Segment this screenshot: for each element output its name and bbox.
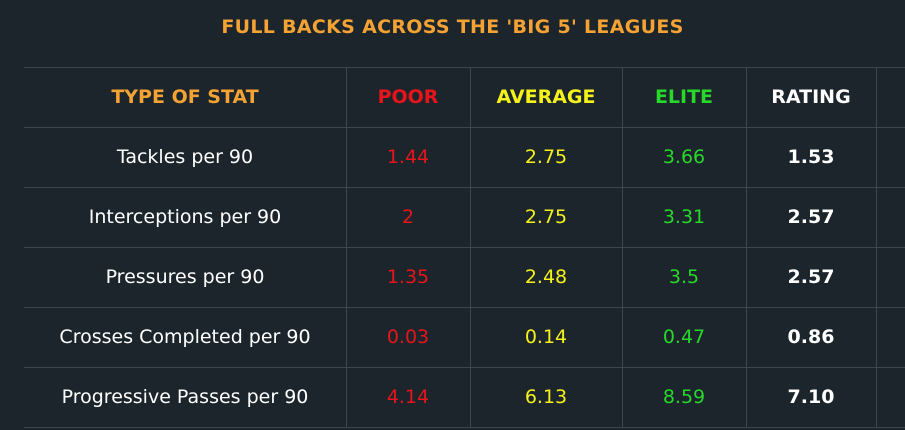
grid-line — [876, 67, 877, 428]
rating-value: 1.53 — [787, 146, 835, 168]
average-value: 2.75 — [524, 206, 568, 228]
poor-value: 4.14 — [386, 386, 430, 408]
grid-line — [622, 67, 623, 428]
header-row: TYPE OF STAT POOR AVERAGE ELITE RATING — [24, 67, 905, 127]
table-row: Tackles per 90 1.44 2.75 3.66 1.53 — [24, 127, 905, 187]
poor-value: 2 — [401, 206, 415, 228]
rating-value: 2.57 — [787, 206, 835, 228]
grid-line — [24, 67, 905, 68]
header-average: AVERAGE — [496, 86, 596, 108]
table-row: Progressive Passes per 90 4.14 6.13 8.59… — [24, 367, 905, 427]
rating-value: 7.10 — [787, 386, 835, 408]
grid-line — [346, 67, 347, 428]
header-rating: RATING — [771, 86, 851, 108]
grid-line — [24, 427, 905, 428]
grid-line — [24, 127, 905, 128]
header-type: TYPE OF STAT — [111, 86, 259, 108]
elite-value: 3.5 — [668, 266, 700, 288]
poor-value: 1.44 — [386, 146, 430, 168]
stat-name: Pressures per 90 — [105, 266, 265, 288]
average-value: 0.14 — [524, 326, 568, 348]
poor-value: 0.03 — [386, 326, 430, 348]
table-row: Interceptions per 90 2 2.75 3.31 2.57 — [24, 187, 905, 247]
grid-line — [24, 187, 905, 188]
poor-value: 1.35 — [386, 266, 430, 288]
rating-value: 2.57 — [787, 266, 835, 288]
elite-value: 3.66 — [662, 146, 706, 168]
rating-value: 0.86 — [787, 326, 835, 348]
grid-line — [24, 367, 905, 368]
stat-name: Interceptions per 90 — [88, 206, 282, 228]
header-elite: ELITE — [654, 86, 714, 108]
table-row: Crosses Completed per 90 0.03 0.14 0.47 … — [24, 307, 905, 367]
elite-value: 8.59 — [662, 386, 706, 408]
grid-line — [470, 67, 471, 428]
header-poor: POOR — [377, 86, 439, 108]
stat-name: Progressive Passes per 90 — [61, 386, 309, 408]
grid-line — [24, 247, 905, 248]
elite-value: 3.31 — [662, 206, 706, 228]
average-value: 2.48 — [524, 266, 568, 288]
grid-line — [24, 307, 905, 308]
grid-line — [746, 67, 747, 428]
average-value: 6.13 — [524, 386, 568, 408]
table-row: Pressures per 90 1.35 2.48 3.5 2.57 — [24, 247, 905, 307]
stat-name: Tackles per 90 — [116, 146, 254, 168]
stat-name: Crosses Completed per 90 — [59, 326, 311, 348]
table-title: FULL BACKS ACROSS THE 'BIG 5' LEAGUES — [221, 16, 684, 38]
elite-value: 0.47 — [662, 326, 706, 348]
average-value: 2.75 — [524, 146, 568, 168]
